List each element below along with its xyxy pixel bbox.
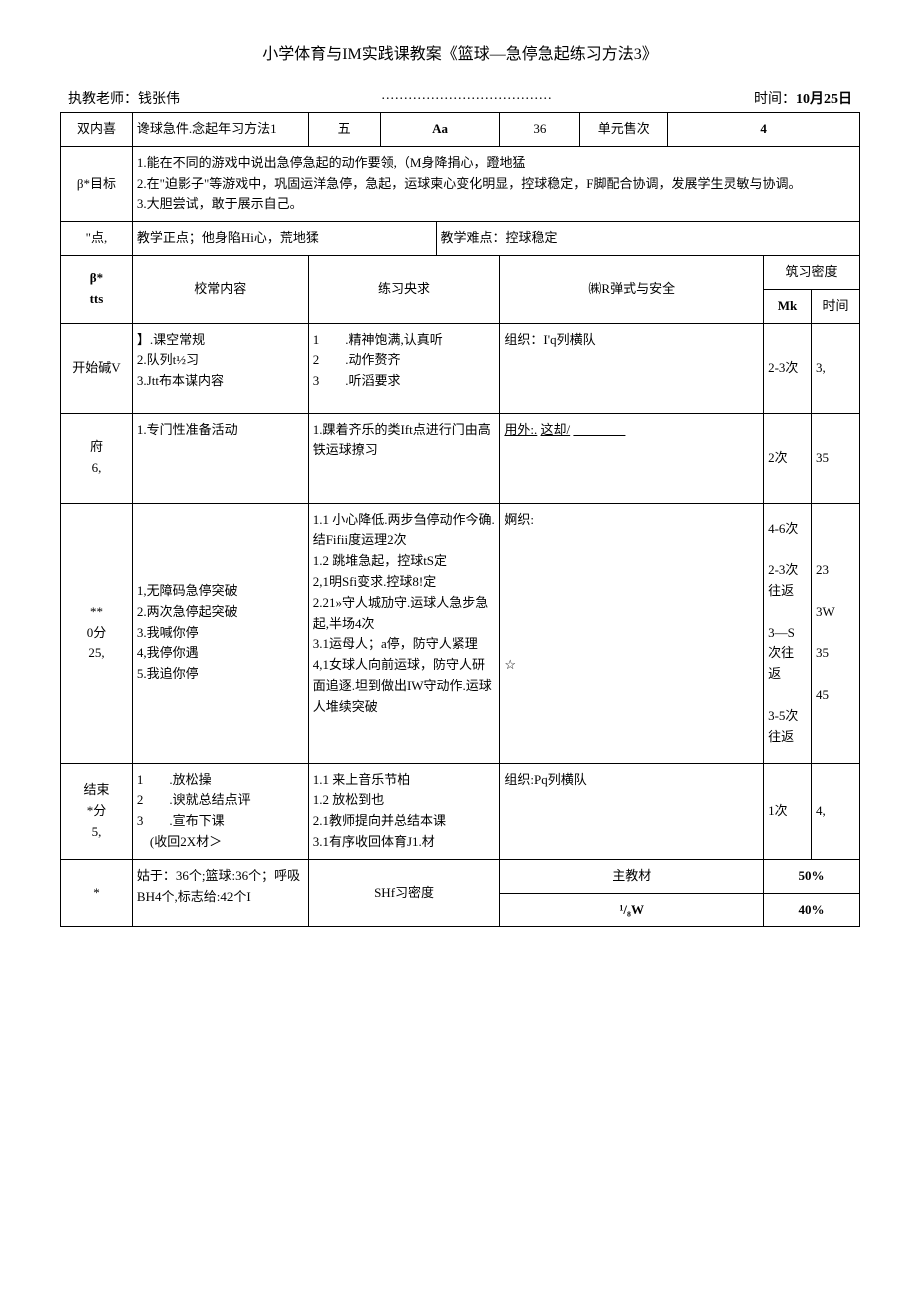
cell: SHf习密度	[308, 859, 500, 927]
cell: 结束 *分 5,	[61, 763, 133, 859]
cell: β*目标	[61, 146, 133, 221]
cell: 1.1 来上音乐节柏 1.2 放松到也 2.1教师提向并总结本课 3.1有序收回…	[308, 763, 500, 859]
teacher-name: 钱张伟	[138, 88, 180, 108]
cell: "点,	[61, 222, 133, 256]
cell: ** 0分 25,	[61, 503, 133, 763]
prep-org-line	[573, 422, 625, 437]
meta-row: 执教老师： 钱张伟 ..............................…	[60, 88, 860, 108]
prep-org-label: 用外:.	[504, 422, 537, 437]
row-points: "点, 教学正点；他身陷Hi心，荒地猱 教学难点：控球稳定	[61, 222, 860, 256]
cell: 1.踝着齐乐的类Ift点进行门由高铁运球撩习	[308, 413, 500, 503]
cell: 1.专门性准备活动	[132, 413, 308, 503]
cell: 练习央求	[308, 255, 500, 323]
row-main: ** 0分 25, 1,无障码急停突破 2.两次急停起突破 3.我喊你停 4,我…	[61, 503, 860, 763]
lesson-plan-table: 双内喜 谗球急件.念起年习方法1 五 Aa 36 单元售次 4 β*目标 1.能…	[60, 112, 860, 927]
time-value: 10月25日	[796, 88, 852, 108]
cell: 组织：I'q列横队	[500, 323, 764, 413]
row-header1: 双内喜 谗球急件.念起年习方法1 五 Aa 36 单元售次 4	[61, 113, 860, 147]
cell: 单元售次	[580, 113, 668, 147]
cell: 教学难点：控球稳定	[436, 222, 859, 256]
cell: 婀织: ☆	[500, 503, 764, 763]
cell: 教学正点；他身陷Hi心，荒地猱	[132, 222, 436, 256]
cell: ㈱R弹式与安全	[500, 255, 764, 323]
cell: Aa	[380, 113, 500, 147]
cell: *	[61, 859, 133, 927]
row-goals: β*目标 1.能在不同的游戏中说出急停急起的动作要领,（M身降捐心，蹬地猛 2.…	[61, 146, 860, 221]
cell: 筑习密度	[764, 255, 860, 289]
cell: 1 .放松操 2 .谀就总结点评 3 .宣布下课 (收回2X材＞	[132, 763, 308, 859]
document-title: 小学体育与IM实践课教案《篮球—急停急起练习方法3》	[60, 40, 860, 64]
cell: 2-3次	[764, 323, 812, 413]
cell: 校常内容	[132, 255, 308, 323]
cell: 50%	[764, 859, 860, 893]
cell: 1,无障码急停突破 2.两次急停起突破 3.我喊你停 4,我停你遇 5.我追你停	[132, 503, 308, 763]
cell: β* tts	[61, 255, 133, 323]
row-footer1: * 姑于：36个;篮球:36个；呼吸BH4个,标志给:42个I SHf习密度 主…	[61, 859, 860, 893]
cell: 组织:Pq列横队	[500, 763, 764, 859]
cell: ¹/₈W	[500, 893, 764, 927]
cell: 时间	[812, 289, 860, 323]
cell: 36	[500, 113, 580, 147]
meta-dots: ......................................	[180, 88, 754, 108]
cell: 1.能在不同的游戏中说出急停急起的动作要领,（M身降捐心，蹬地猛 2.在"迫影子…	[132, 146, 859, 221]
cell: 1次	[764, 763, 812, 859]
row-prep: 府 6, 1.专门性准备活动 1.踝着齐乐的类Ift点进行门由高铁运球撩习 用外…	[61, 413, 860, 503]
cell: 35	[812, 413, 860, 503]
cell: 】.课空常规 2.队列t½习 3.Jtt布本谋内容	[132, 323, 308, 413]
cell: 用外:. 这却/	[500, 413, 764, 503]
cell: 谗球急件.念起年习方法1	[132, 113, 308, 147]
teacher-label: 执教老师：	[68, 88, 138, 108]
cell: 五	[308, 113, 380, 147]
cell: 主教材	[500, 859, 764, 893]
row-start: 开始碱V 】.课空常规 2.队列t½习 3.Jtt布本谋内容 1 .精神饱满,认…	[61, 323, 860, 413]
row-end: 结束 *分 5, 1 .放松操 2 .谀就总结点评 3 .宣布下课 (收回2X材…	[61, 763, 860, 859]
prep-org-value: 这却/	[541, 422, 571, 437]
cell: 府 6,	[61, 413, 133, 503]
cell: 开始碱V	[61, 323, 133, 413]
cell: 4	[668, 113, 860, 147]
cell: Mk	[764, 289, 812, 323]
cell: 双内喜	[61, 113, 133, 147]
cell: 2次	[764, 413, 812, 503]
cell: 40%	[764, 893, 860, 927]
cell: 23 3W 35 45	[812, 503, 860, 763]
cell: 4,	[812, 763, 860, 859]
cell: 4-6次 2-3次往返 3—S次往返 3-5次往返	[764, 503, 812, 763]
cell: 3,	[812, 323, 860, 413]
cell: 1.1 小心降低.两步刍停动作今确.结Fifii度运理2次 1.2 跳堆急起，控…	[308, 503, 500, 763]
cell: 1 .精神饱满,认真听 2 .动作赘齐 3 .听滔要求	[308, 323, 500, 413]
row-colheader1: β* tts 校常内容 练习央求 ㈱R弹式与安全 筑习密度	[61, 255, 860, 289]
cell: 姑于：36个;篮球:36个；呼吸BH4个,标志给:42个I	[132, 859, 308, 927]
time-label: 时间：	[754, 88, 796, 108]
